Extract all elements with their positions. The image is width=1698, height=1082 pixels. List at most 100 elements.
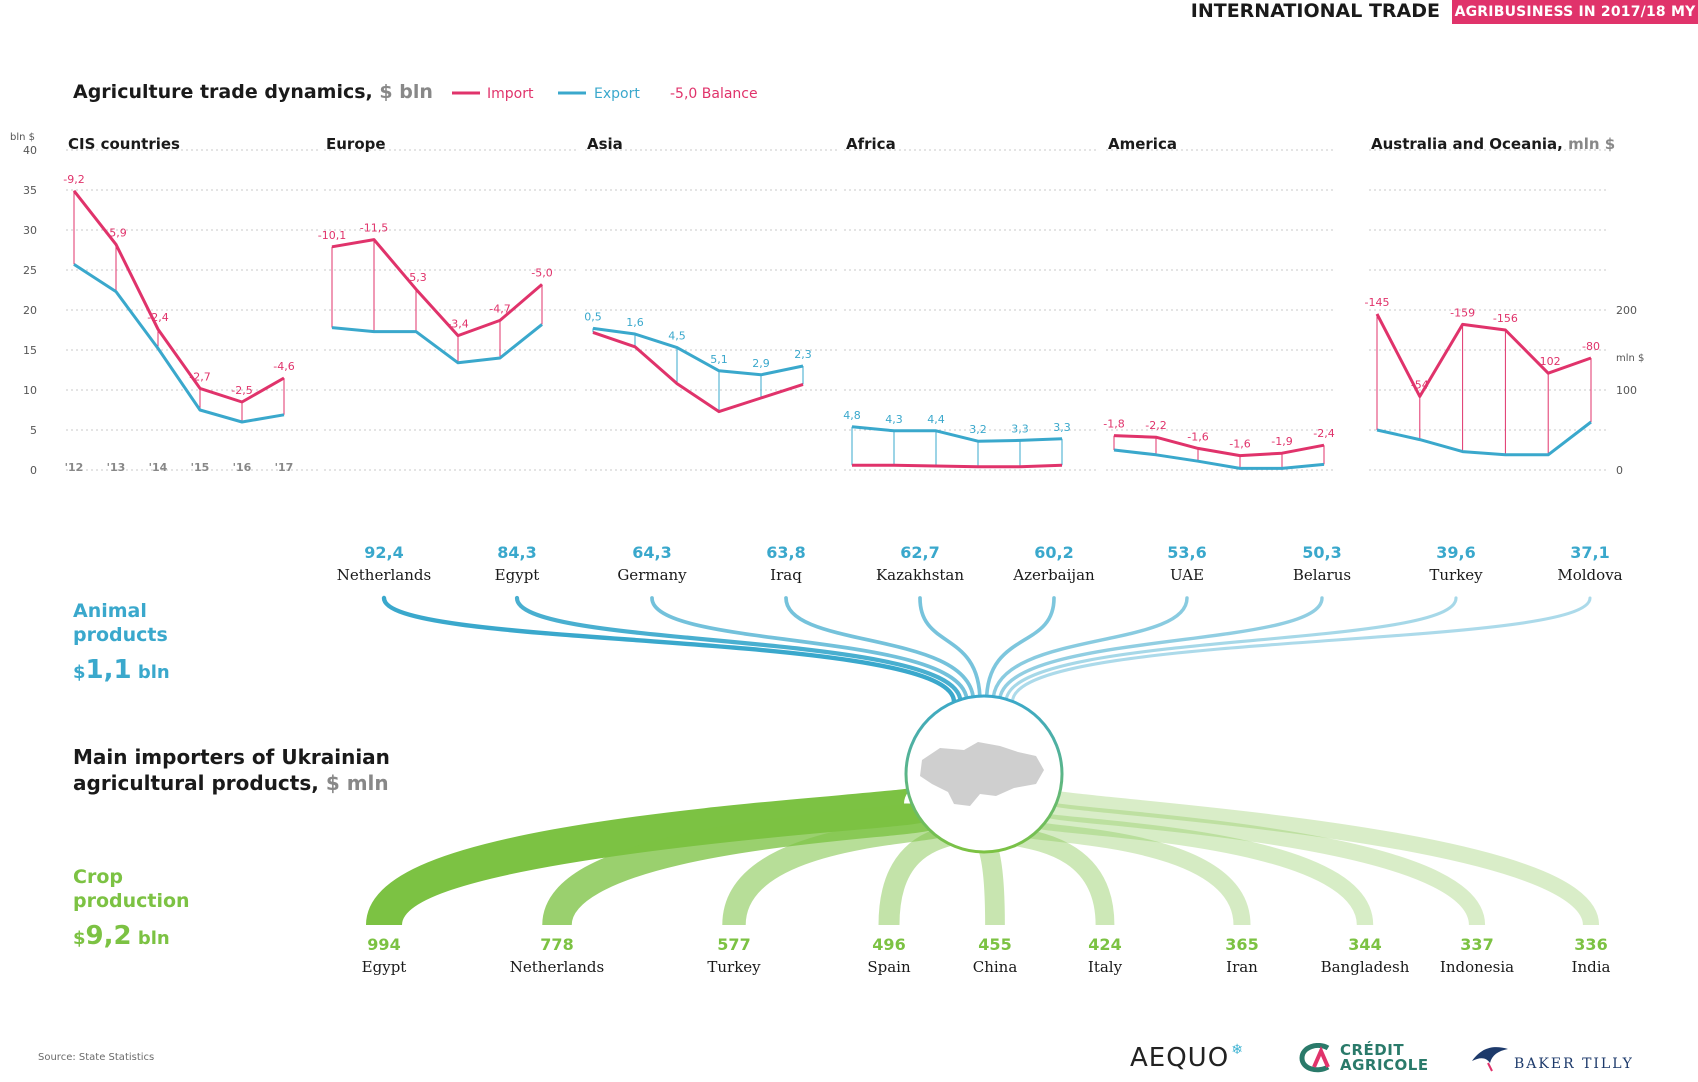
animal-country: Netherlands [337, 566, 431, 584]
animal-flow [997, 596, 1324, 704]
y-axis-unit: bln $ [10, 132, 35, 143]
export-line-1 [331, 323, 543, 365]
animal-value: 63,8 [766, 543, 805, 562]
aequo-wordmark: AEQUO [1130, 1043, 1230, 1073]
crop-total: $9,2 bln [73, 921, 170, 951]
balance-label: -2,4 [147, 311, 168, 324]
x-tick-label: '14 [149, 461, 168, 474]
aus-y-tick: 0 [1616, 464, 1623, 477]
y-tick-label: 0 [30, 464, 37, 477]
import-line-4 [1113, 434, 1325, 458]
x-tick-label: '17 [275, 461, 294, 474]
credit-agricole-logo: CRÉDIT AGRICOLE [1298, 1040, 1429, 1076]
crop-flow [1039, 788, 1600, 927]
credit-agricole-line2: AGRICOLE [1340, 1056, 1429, 1074]
section-title: INTERNATIONAL TRADE [1190, 0, 1440, 22]
animal-country: Germany [617, 566, 687, 584]
balance-label: -4,6 [273, 360, 294, 373]
aus-y-tick: 200 [1616, 304, 1637, 317]
balance-label: -4,7 [489, 302, 510, 315]
crop-country: Egypt [362, 958, 407, 976]
crop-value: 344 [1348, 935, 1381, 954]
animal-country: Azerbaijan [1012, 566, 1095, 584]
region-title-1: Europe [326, 135, 386, 153]
balance-label: -5,9 [105, 226, 126, 239]
animal-flow [514, 595, 963, 705]
crop-value: 778 [540, 935, 573, 954]
balance-label: 0,5 [584, 310, 602, 323]
crop-flow [1035, 800, 1486, 927]
region-title-2: Asia [587, 135, 623, 153]
crop-country: Turkey [707, 958, 761, 976]
crop-country: Spain [867, 958, 911, 976]
balance-label: -2,5 [231, 384, 252, 397]
balance-label: 3,3 [1053, 421, 1071, 434]
export-line-3 [851, 425, 1063, 443]
balance-label: -1,6 [1229, 438, 1250, 451]
animal-country: Kazakhstan [876, 566, 964, 584]
balance-label: -5,0 [531, 266, 552, 279]
grid-layer [66, 149, 1609, 471]
balance-label: -1,8 [1103, 418, 1124, 431]
importers-title-line2: agricultural products, $ mln [73, 771, 389, 795]
y-tick-label: 30 [23, 224, 37, 237]
animal-value: 53,6 [1167, 543, 1206, 562]
balance-label: -11,5 [360, 222, 388, 235]
baker-tilly-wordmark: BAKER TILLY [1514, 1056, 1634, 1072]
animal-flow [784, 596, 976, 704]
issue-badge: AGRIBUSINESS IN 2017/18 MY [1452, 0, 1698, 24]
y-tick-label: 35 [23, 184, 37, 197]
animal-value: 84,3 [497, 543, 536, 562]
region-title-3: Africa [846, 135, 896, 153]
region-title-0: CIS countries [68, 135, 180, 153]
balance-label: 3,3 [1011, 422, 1029, 435]
balance-label: -2,4 [1313, 427, 1334, 440]
animal-country: Belarus [1293, 566, 1351, 584]
crop-value: 994 [367, 935, 400, 954]
y-tick-label: 5 [30, 424, 37, 437]
animal-value: 39,6 [1436, 543, 1475, 562]
animal-value: 50,3 [1302, 543, 1341, 562]
animal-country: Egypt [495, 566, 540, 584]
animal-value: 92,4 [364, 543, 403, 562]
balance-label: -1,6 [1187, 430, 1208, 443]
crop-country: Iran [1226, 958, 1258, 976]
y-tick-label: 15 [23, 344, 37, 357]
import-line-1 [331, 238, 543, 338]
credit-agricole-icon [1299, 1043, 1330, 1073]
animal-label-1: Animal [73, 600, 147, 622]
balance-label: -54 [1411, 378, 1429, 391]
balance-connectors [73, 190, 1592, 469]
balance-label: -159 [1450, 306, 1475, 319]
balance-label: 2,9 [752, 357, 770, 370]
crop-value: 336 [1574, 935, 1607, 954]
legend-export-label: Export [594, 86, 640, 102]
crop-value: 577 [717, 935, 750, 954]
export-line-5 [1376, 420, 1592, 457]
x-tick-label: '16 [233, 461, 252, 474]
crop-country: India [1572, 958, 1611, 976]
aequo-logo: AEQUO ❄ [1130, 1040, 1244, 1076]
baker-tilly-logo: BAKER TILLY [1470, 1040, 1634, 1076]
animal-country: UAE [1170, 566, 1204, 584]
balance-label: 4,4 [927, 413, 945, 426]
balance-label: -2,2 [1145, 419, 1166, 432]
crop-country: Bangladesh [1321, 958, 1410, 976]
y-tick-label: 25 [23, 264, 37, 277]
crop-country: Indonesia [1440, 958, 1514, 976]
animal-value: 62,7 [900, 543, 939, 562]
legend-import-label: Import [487, 86, 534, 102]
balance-label: -156 [1493, 312, 1518, 325]
animal-flow [1010, 596, 1592, 704]
importers-title-line1: Main importers of Ukrainian [73, 745, 390, 769]
animal-country: Turkey [1429, 566, 1483, 584]
export-line-4 [1113, 448, 1325, 470]
source-note: Source: State Statistics [38, 1052, 155, 1063]
aus-y-unit: mln $ [1616, 353, 1644, 364]
export-line-0 [73, 263, 285, 424]
y-tick-label: 10 [23, 384, 37, 397]
legend-balance-label: -5,0 Balance [670, 86, 758, 102]
importer-text: Main importers of Ukrainianagricultural … [73, 543, 1623, 976]
balance-label: 4,3 [885, 413, 903, 426]
